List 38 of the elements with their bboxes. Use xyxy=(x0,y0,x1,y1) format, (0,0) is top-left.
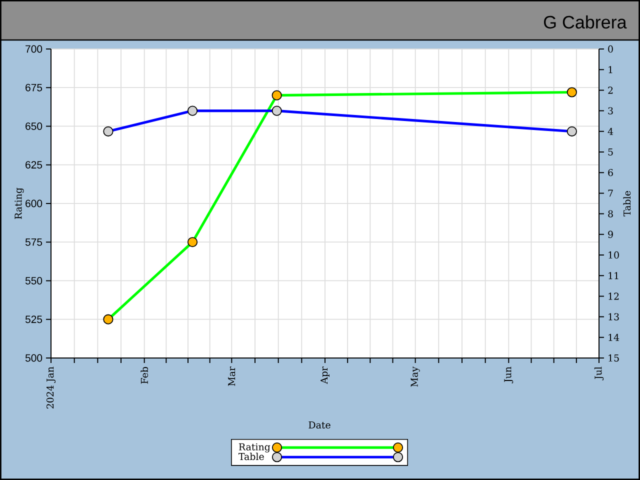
y2-tick-label: 7 xyxy=(608,190,613,197)
y2-axis-title: Table xyxy=(623,191,631,216)
y2-tick-label: 8 xyxy=(608,210,613,218)
y-tick-label: 675 xyxy=(26,84,42,92)
y2-tick-label: 13 xyxy=(608,313,619,320)
y2-tick-label: 3 xyxy=(608,107,613,114)
legend-label: Table xyxy=(238,452,264,460)
y-tick-label: 575 xyxy=(25,238,42,246)
y2-tick-label: 15 xyxy=(608,354,619,362)
x-tick-label: Feb xyxy=(140,366,148,384)
y2-tick-label: 11 xyxy=(608,272,618,280)
y-tick-label: 500 xyxy=(25,354,42,362)
y-tick-label: 550 xyxy=(25,277,42,284)
y-tick-label: 525 xyxy=(25,316,42,324)
y2-tick-label: 2 xyxy=(608,86,613,94)
x-tick-label: Jul xyxy=(594,366,604,380)
y-tick-label: 700 xyxy=(26,45,42,53)
y2-tick-label: 9 xyxy=(608,230,613,238)
x-tick-label: Mar xyxy=(228,366,236,386)
y-tick-label: 625 xyxy=(26,161,42,169)
legend-label: Rating xyxy=(238,443,270,452)
y-tick-label: 600 xyxy=(26,200,42,208)
y2-tick-label: 4 xyxy=(608,128,614,135)
y2-tick-label: 5 xyxy=(608,148,613,156)
x-axis-title: Date xyxy=(308,422,330,429)
y2-tick-label: 12 xyxy=(608,292,619,300)
y2-tick-label: 14 xyxy=(608,334,620,341)
y2-tick-label: 0 xyxy=(608,45,613,53)
y2-tick-label: 10 xyxy=(608,251,619,259)
x-tick-label: 2024 Jan xyxy=(46,366,56,408)
x-tick-label: May xyxy=(410,366,420,387)
chart-title: G Cabrera xyxy=(544,15,627,29)
x-tick-label: Apr xyxy=(320,366,330,384)
y2-tick-label: 6 xyxy=(608,169,613,176)
x-tick-label: Jun xyxy=(504,366,514,384)
y-tick-label: 650 xyxy=(26,122,42,130)
y2-tick-label: 1 xyxy=(608,66,612,74)
y-axis-title: Rating xyxy=(14,188,24,219)
